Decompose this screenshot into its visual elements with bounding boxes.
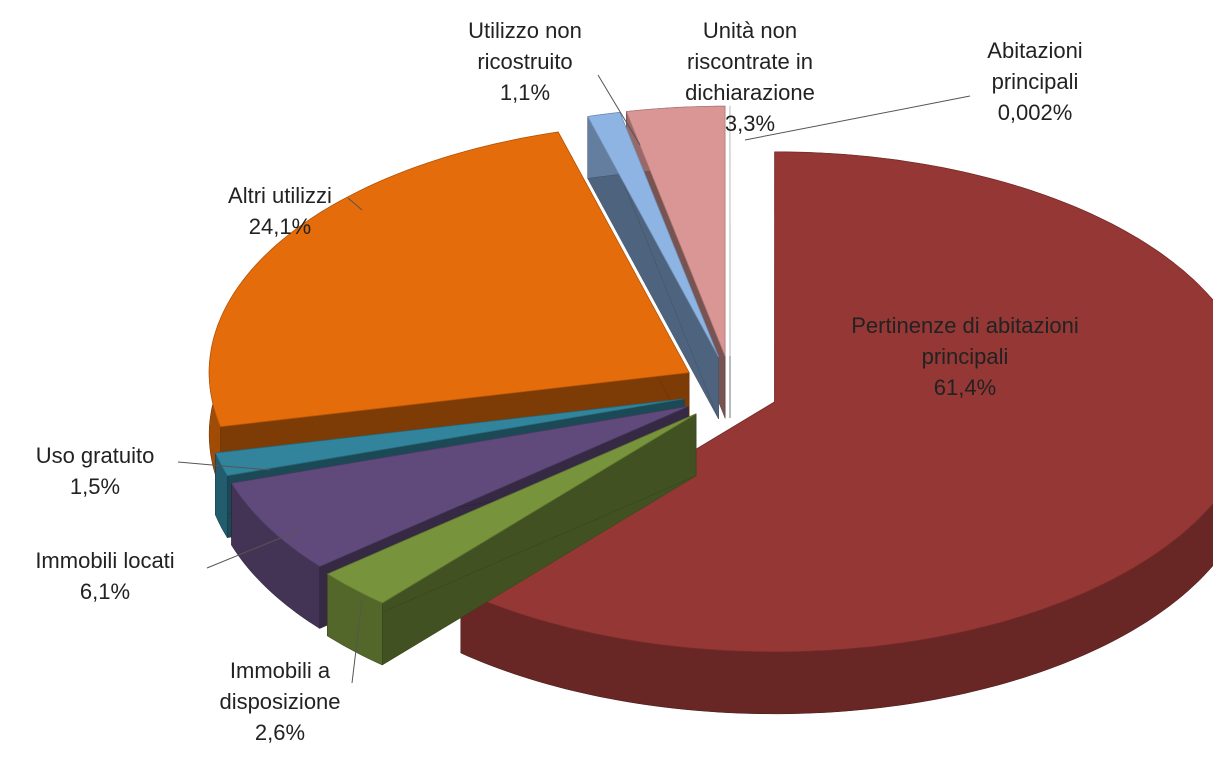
leader-line <box>347 197 363 211</box>
leader-line <box>206 529 301 569</box>
category-name: Unità non riscontrate in dichiarazione <box>685 18 815 105</box>
slice <box>208 131 690 428</box>
leader-line <box>351 599 363 684</box>
slice <box>326 413 697 604</box>
value-label: 0,002% <box>997 100 1073 125</box>
category-name: Immobili locati <box>35 548 175 573</box>
value-label: 1,1% <box>499 80 551 105</box>
slice-label: Unità non riscontrate in dichiarazione 3,… <box>650 15 850 139</box>
leader-line <box>597 74 641 146</box>
value-label: 1,5% <box>69 474 121 499</box>
value-label: 6,1% <box>79 579 131 604</box>
category-name: Utilizzo non ricostruito <box>468 18 582 74</box>
slice-label: Altri utilizzi 24,1% <box>195 180 365 242</box>
leader-line <box>744 95 971 141</box>
slice-label: Utilizzo non ricostruito 1,1% <box>440 15 610 108</box>
value-label: 2,6% <box>254 720 306 745</box>
value-label: 61,4% <box>933 375 997 400</box>
slice-label: Pertinenze di abitazioni principali 61,4% <box>830 310 1100 403</box>
category-name: Uso gratuito <box>35 443 155 468</box>
slice-label: Uso gratuito 1,5% <box>5 440 185 502</box>
slice-label: Abitazioni principali 0,002% <box>955 35 1115 128</box>
category-name: Pertinenze di abitazioni principali <box>851 313 1079 369</box>
slice <box>625 105 726 357</box>
slice <box>214 398 685 477</box>
slice-label: Immobili a disposizione 2,6% <box>195 655 365 748</box>
category-name: Immobili a disposizione <box>219 658 341 714</box>
slice <box>459 151 1213 653</box>
category-name: Abitazioni principali <box>987 38 1083 94</box>
category-name: Altri utilizzi <box>228 183 332 208</box>
slice-label: Immobili locati 6,1% <box>0 545 213 607</box>
leader-line <box>177 461 271 471</box>
slice <box>230 406 689 567</box>
value-label: 3,3% <box>724 111 776 136</box>
slice-wall <box>460 151 1213 715</box>
value-label: 24,1% <box>248 214 312 239</box>
